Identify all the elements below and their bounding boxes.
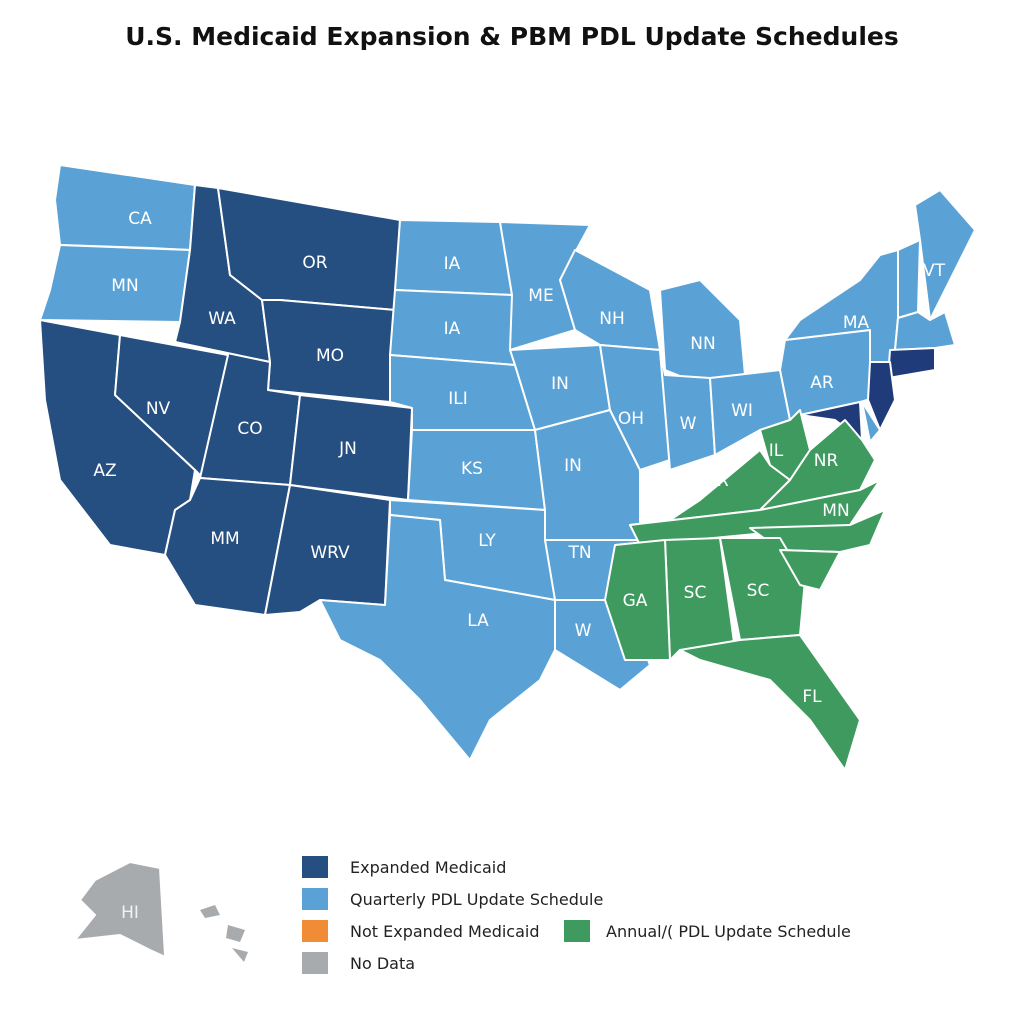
state-label: NN bbox=[690, 334, 715, 354]
state-sc-annual bbox=[719, 537, 806, 641]
legend-swatch bbox=[302, 920, 328, 942]
state-label: ME bbox=[528, 286, 553, 306]
state-nn-quarterly bbox=[659, 279, 746, 381]
map-title: U.S. Medicaid Expansion & PBM PDL Update… bbox=[125, 22, 899, 51]
legend-item-no-data: No Data bbox=[302, 952, 415, 974]
legend-swatch bbox=[302, 856, 328, 878]
state-label: GA bbox=[623, 591, 648, 611]
legend-swatch bbox=[302, 952, 328, 974]
legend-swatch bbox=[564, 920, 590, 942]
state-label: ILI bbox=[448, 389, 468, 409]
state-unlabeled-quarterly bbox=[861, 401, 881, 443]
state-label: NV bbox=[146, 399, 171, 419]
state-label: WI bbox=[731, 401, 753, 421]
state-ca-quarterly bbox=[54, 164, 196, 251]
hawaii-island bbox=[226, 925, 245, 942]
state-label: VT bbox=[923, 261, 946, 281]
state-ga-annual bbox=[604, 539, 671, 661]
state-sc-annual bbox=[779, 549, 841, 591]
state-oh-quarterly bbox=[599, 344, 671, 471]
state-nh-quarterly bbox=[559, 249, 661, 351]
state-label: HI bbox=[121, 903, 139, 923]
state-label: AR bbox=[810, 373, 834, 393]
state-label: MA bbox=[843, 313, 870, 333]
hawaii-island bbox=[200, 905, 220, 918]
state-unlabeled-quarterly bbox=[894, 311, 956, 351]
state-w-quarterly bbox=[659, 349, 716, 471]
state-mn-quarterly bbox=[39, 244, 191, 323]
state-vt-quarterly bbox=[914, 189, 976, 321]
state-unlabeled-dark_navy bbox=[867, 361, 896, 431]
state-label: SC bbox=[0, 0, 11, 11]
state-label: SC bbox=[684, 583, 707, 603]
state-label: NH bbox=[599, 309, 625, 329]
state-label: KS bbox=[461, 459, 483, 479]
state-label: W bbox=[575, 621, 592, 641]
legend-item-not-expanded: Not Expanded Medicaid bbox=[302, 920, 540, 942]
legend-label: Not Expanded Medicaid bbox=[350, 921, 540, 941]
state-label: IN bbox=[551, 374, 569, 394]
state-label: W bbox=[680, 414, 697, 434]
state-label: IL bbox=[769, 441, 784, 461]
state-label: AZ bbox=[93, 461, 116, 481]
state-label: FL bbox=[802, 687, 822, 707]
state-label: LA bbox=[467, 611, 489, 631]
legend-item-expanded: Expanded Medicaid bbox=[302, 856, 506, 878]
state-label: SC bbox=[747, 581, 770, 601]
legend-label: No Data bbox=[350, 953, 416, 973]
state-unlabeled-dark_navy bbox=[887, 347, 936, 379]
state-label: LY bbox=[478, 531, 496, 551]
state-label: IN bbox=[564, 456, 582, 476]
state-label: IA bbox=[444, 254, 461, 274]
state-label: WA bbox=[208, 309, 236, 329]
state-label: TN bbox=[567, 543, 591, 563]
state-label: OR bbox=[302, 253, 327, 273]
state-label: NR bbox=[814, 451, 839, 471]
state-label: MO bbox=[316, 346, 344, 366]
legend-item-quarterly: Quarterly PDL Update Schedule bbox=[302, 888, 603, 910]
state-label: AR bbox=[705, 471, 729, 491]
state-label: JN bbox=[338, 439, 357, 459]
state-label: MM bbox=[210, 529, 239, 549]
state-fl-annual bbox=[679, 634, 861, 771]
state-unlabeled-quarterly bbox=[897, 239, 921, 319]
state-label: MN bbox=[822, 501, 849, 521]
legend-label: Annual/( PDL Update Schedule bbox=[606, 921, 851, 941]
state-label: MN bbox=[111, 276, 138, 296]
legend-label: Quarterly PDL Update Schedule bbox=[350, 889, 604, 909]
state-hi-no_data bbox=[74, 861, 206, 976]
legend-swatch bbox=[302, 888, 328, 910]
hawaii-island bbox=[232, 948, 248, 962]
legend-label: Expanded Medicaid bbox=[350, 857, 507, 877]
state-label: CA bbox=[128, 209, 152, 229]
state-label: WRV bbox=[310, 543, 350, 563]
state-label: NC bbox=[850, 546, 875, 566]
legend-item-annual: Annual/( PDL Update Schedule bbox=[564, 920, 851, 942]
state-label: CO bbox=[237, 419, 262, 439]
state-label: OH bbox=[618, 409, 644, 429]
state-label: IA bbox=[444, 319, 461, 339]
